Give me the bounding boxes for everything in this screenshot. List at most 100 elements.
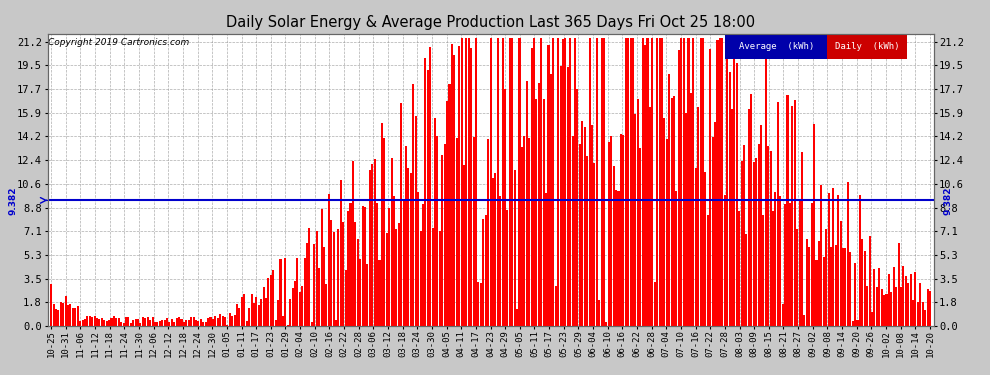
Bar xyxy=(811,203,813,326)
Bar xyxy=(678,50,680,326)
Bar xyxy=(453,55,455,326)
Bar xyxy=(801,152,803,326)
Bar xyxy=(630,38,632,326)
Bar xyxy=(309,228,311,326)
Bar xyxy=(569,38,571,326)
Bar xyxy=(76,306,79,326)
Bar xyxy=(516,309,518,326)
Bar xyxy=(794,100,796,326)
Bar xyxy=(390,158,393,326)
Bar xyxy=(103,320,105,326)
Bar xyxy=(769,151,771,326)
Bar xyxy=(653,282,655,326)
Bar xyxy=(432,228,434,326)
Title: Daily Solar Energy & Average Production Last 365 Days Fri Oct 25 18:00: Daily Solar Energy & Average Production … xyxy=(226,15,755,30)
Bar xyxy=(153,322,156,326)
Bar xyxy=(648,107,650,326)
Bar xyxy=(289,298,291,326)
Bar xyxy=(813,124,815,326)
Bar xyxy=(408,168,410,326)
Bar xyxy=(878,268,880,326)
Bar xyxy=(448,84,450,326)
Text: Copyright 2019 Cartronics.com: Copyright 2019 Cartronics.com xyxy=(49,38,190,47)
Bar xyxy=(214,316,217,326)
Bar xyxy=(910,274,912,326)
Bar xyxy=(166,318,168,326)
Bar xyxy=(472,137,474,326)
Bar xyxy=(425,58,427,326)
Bar xyxy=(371,164,373,326)
Bar xyxy=(741,161,742,326)
Bar xyxy=(767,146,769,326)
Bar xyxy=(212,319,214,326)
Bar xyxy=(536,99,538,326)
Bar xyxy=(663,118,665,326)
Bar xyxy=(113,316,115,326)
Bar xyxy=(255,297,257,326)
Bar xyxy=(637,99,639,326)
Bar xyxy=(588,38,591,326)
Bar xyxy=(270,275,272,326)
Bar xyxy=(791,106,793,326)
Bar xyxy=(808,248,810,326)
Bar xyxy=(175,318,178,326)
Bar xyxy=(234,315,236,326)
Bar xyxy=(863,251,866,326)
Bar xyxy=(118,318,120,326)
Bar xyxy=(786,95,788,326)
Bar xyxy=(252,303,255,326)
Bar xyxy=(747,110,749,326)
Bar xyxy=(895,287,897,326)
Bar xyxy=(246,321,248,326)
Bar xyxy=(644,45,646,326)
Bar xyxy=(151,317,153,326)
Bar xyxy=(265,298,267,326)
Bar xyxy=(915,272,917,326)
Bar xyxy=(313,244,316,326)
Bar xyxy=(168,322,170,326)
Bar xyxy=(427,70,429,326)
Bar xyxy=(197,321,199,326)
Bar xyxy=(188,321,190,326)
Bar xyxy=(106,321,108,326)
Bar xyxy=(482,219,484,326)
Bar xyxy=(446,101,448,326)
Bar xyxy=(158,321,160,326)
Bar xyxy=(658,38,660,326)
Bar xyxy=(318,268,320,326)
Bar xyxy=(920,284,922,326)
Bar xyxy=(734,38,736,326)
Bar xyxy=(789,203,791,326)
Bar xyxy=(236,303,238,326)
Bar xyxy=(683,38,685,326)
Bar xyxy=(618,191,620,326)
Bar xyxy=(366,264,368,326)
Bar xyxy=(646,38,648,326)
Bar xyxy=(257,304,259,326)
Bar xyxy=(929,291,931,326)
Bar xyxy=(195,320,197,326)
Bar xyxy=(437,136,439,326)
Bar xyxy=(415,116,417,326)
Bar xyxy=(130,323,132,326)
Bar xyxy=(627,38,630,326)
Bar xyxy=(161,320,163,326)
Bar xyxy=(232,316,234,326)
Bar xyxy=(784,204,786,326)
Bar xyxy=(893,267,895,326)
Bar xyxy=(695,168,697,326)
Bar xyxy=(485,214,487,326)
Bar xyxy=(190,317,192,326)
Bar xyxy=(248,308,250,326)
Bar xyxy=(902,266,905,326)
Bar xyxy=(326,284,328,326)
Bar xyxy=(632,38,634,326)
Bar xyxy=(702,38,704,326)
Bar xyxy=(185,320,187,326)
Bar xyxy=(147,317,148,326)
Bar xyxy=(133,320,135,326)
Bar xyxy=(777,102,779,326)
Bar xyxy=(442,155,444,326)
Bar xyxy=(868,236,870,326)
Bar xyxy=(625,38,627,326)
